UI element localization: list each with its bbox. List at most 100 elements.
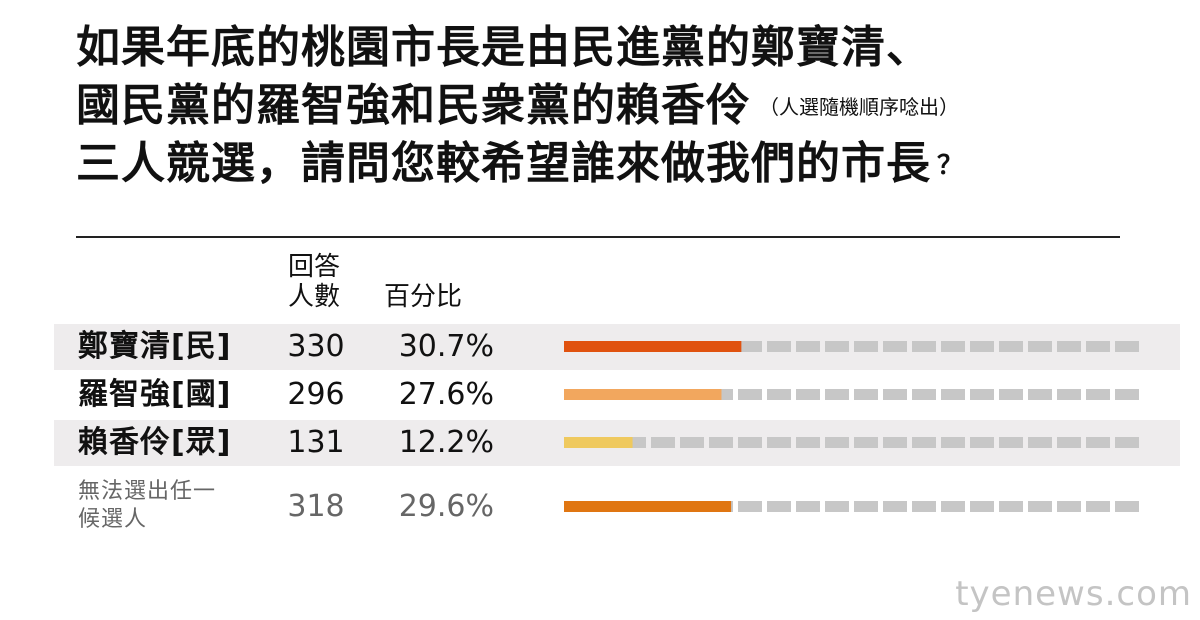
result-row-kmt: 羅智強[國] 296 27.6% bbox=[54, 372, 1180, 418]
bar-segment-filled bbox=[651, 389, 680, 400]
bar-segment-empty bbox=[970, 501, 994, 512]
candidate-name: 羅智強[國] bbox=[78, 377, 232, 412]
bar-segment-empty bbox=[1115, 389, 1139, 400]
bar-segment-filled bbox=[680, 341, 709, 352]
bar-segment-empty bbox=[825, 501, 849, 512]
bar-segment-empty bbox=[767, 341, 791, 352]
percent-label: 27.6% bbox=[398, 377, 494, 412]
bar-segment-empty bbox=[651, 437, 675, 448]
percent-label: 30.7% bbox=[398, 329, 494, 364]
bar-segment-filled bbox=[564, 389, 593, 400]
bar-segment-empty bbox=[999, 437, 1023, 448]
title-line-1: 如果年底的桃園市長是由民進黨的鄭寶清、 bbox=[76, 22, 931, 73]
bar-segment-empty bbox=[999, 341, 1023, 352]
bar-segment-filled bbox=[593, 501, 622, 512]
watermark: tyenews.com bbox=[955, 574, 1192, 614]
bar-segment-empty bbox=[825, 389, 849, 400]
bar-segment-empty bbox=[912, 501, 936, 512]
bar-track-kmt bbox=[564, 389, 1139, 400]
bar-segment-empty bbox=[970, 437, 994, 448]
respondent-count: 131 bbox=[287, 425, 345, 460]
bar-segment-empty bbox=[1028, 389, 1052, 400]
bar-track-tpp bbox=[564, 437, 1139, 448]
bar-segment-empty bbox=[854, 437, 878, 448]
respondent-count: 318 bbox=[287, 489, 345, 524]
percent-label: 29.6% bbox=[398, 489, 494, 524]
bar-segment-empty bbox=[1028, 437, 1052, 448]
title-line-3: 三人競選，請問您較希望誰來做我們的市長？ bbox=[76, 138, 964, 192]
bar-segment-filled bbox=[564, 501, 593, 512]
bar-segment-empty bbox=[767, 437, 791, 448]
bar-segment-empty bbox=[1115, 437, 1139, 448]
bar-segment-empty bbox=[1115, 341, 1139, 352]
candidate-name: 賴香伶[眾] bbox=[78, 425, 232, 460]
bar-segment-empty bbox=[1115, 501, 1139, 512]
bar-segment-empty bbox=[999, 389, 1023, 400]
title-question-mark: ？ bbox=[937, 151, 965, 181]
bar-segment-empty bbox=[1028, 341, 1052, 352]
bar-segment-empty bbox=[1086, 341, 1110, 352]
bar-segment-filled bbox=[709, 501, 732, 512]
bar-segment-empty bbox=[825, 437, 849, 448]
bar-segment-empty bbox=[999, 501, 1023, 512]
bar-segment-empty bbox=[1028, 501, 1052, 512]
bar-segment-empty bbox=[941, 341, 965, 352]
bar-segment-empty bbox=[941, 437, 965, 448]
bar-segment-filled bbox=[738, 341, 742, 352]
bar-segment-empty bbox=[796, 501, 820, 512]
bar-segment-empty bbox=[970, 341, 994, 352]
bar-segment-filled bbox=[564, 437, 593, 448]
bar-segment-empty bbox=[1086, 389, 1110, 400]
bar-segment-filled bbox=[651, 341, 680, 352]
bar-segment-empty bbox=[1086, 437, 1110, 448]
bar-segment-empty bbox=[796, 437, 820, 448]
bar-segment-filled bbox=[593, 341, 622, 352]
bar-segment-filled bbox=[709, 341, 738, 352]
bar-segment-empty bbox=[709, 437, 733, 448]
bar-segment-empty bbox=[738, 389, 762, 400]
column-header-count: 回答人數 bbox=[287, 252, 340, 312]
bar-segment-filled bbox=[593, 437, 622, 448]
respondent-count: 330 bbox=[287, 329, 345, 364]
bar-segment-filled bbox=[622, 437, 633, 448]
bar-segment-empty bbox=[825, 341, 849, 352]
bar-segment-empty bbox=[883, 341, 907, 352]
column-header-percent: 百分比 bbox=[384, 282, 463, 312]
bar-segment-empty bbox=[854, 389, 878, 400]
bar-track-dpp bbox=[564, 341, 1139, 352]
result-row-dpp: 鄭寶清[民] 330 30.7% bbox=[54, 324, 1180, 370]
bar-segment-empty bbox=[1086, 501, 1110, 512]
bar-segment-empty bbox=[883, 437, 907, 448]
bar-segment-empty bbox=[912, 437, 936, 448]
bar-segment-empty bbox=[883, 389, 907, 400]
bar-segment-filled bbox=[622, 389, 651, 400]
result-row-tpp: 賴香伶[眾] 131 12.2% bbox=[54, 420, 1180, 466]
bar-track-undecided bbox=[564, 501, 1139, 512]
bar-segment-empty bbox=[912, 389, 936, 400]
bar-segment-empty bbox=[796, 341, 820, 352]
result-row-undecided: 無法選出任一候選人 318 29.6% bbox=[54, 479, 1180, 532]
bar-segment-empty bbox=[680, 437, 704, 448]
bar-segment-empty bbox=[912, 341, 936, 352]
bar-segment-filled bbox=[593, 389, 622, 400]
title-line-3-text: 三人競選，請問您較希望誰來做我們的市長 bbox=[76, 138, 931, 189]
percent-label: 12.2% bbox=[398, 425, 494, 460]
bar-segment-empty bbox=[941, 389, 965, 400]
bar-segment-empty bbox=[854, 501, 878, 512]
bar-segment-empty bbox=[738, 437, 762, 448]
candidate-name: 鄭寶清[民] bbox=[78, 329, 232, 364]
bar-segment-filled bbox=[564, 341, 593, 352]
bar-segment-filled bbox=[709, 389, 722, 400]
bar-segment-filled bbox=[651, 501, 680, 512]
title-note: （人選隨機順序唸出） bbox=[759, 95, 959, 119]
title-divider bbox=[76, 236, 1120, 238]
respondent-count: 296 bbox=[287, 377, 345, 412]
bar-segment-empty bbox=[622, 437, 646, 448]
bar-segment-filled bbox=[622, 501, 651, 512]
bar-segment-filled bbox=[680, 389, 709, 400]
bar-segment-empty bbox=[941, 501, 965, 512]
bar-segment-empty bbox=[1057, 389, 1081, 400]
bar-segment-empty bbox=[1057, 437, 1081, 448]
title-line-2-text: 國民黨的羅智強和民衆黨的賴香伶 bbox=[76, 80, 751, 131]
bar-segment-empty bbox=[854, 341, 878, 352]
